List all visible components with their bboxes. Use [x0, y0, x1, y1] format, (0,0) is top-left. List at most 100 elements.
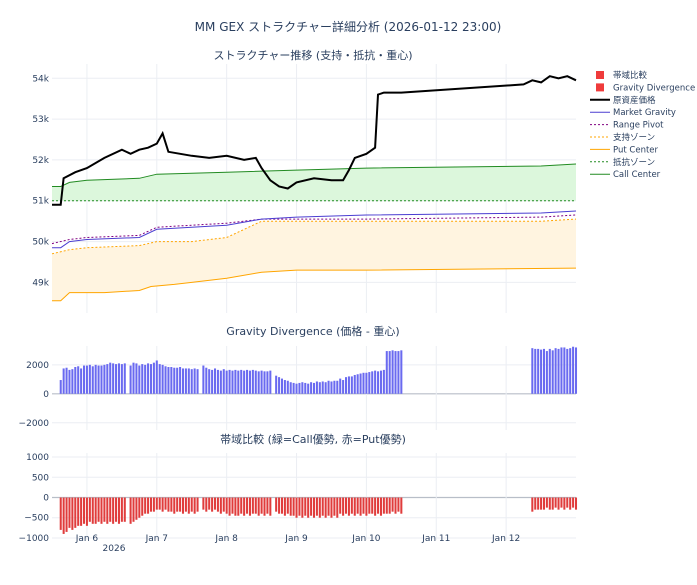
band-bar [88, 497, 91, 522]
band-bar [59, 497, 62, 530]
band-bar [560, 497, 563, 508]
divergence-bar [350, 376, 353, 394]
divergence-bar [80, 368, 83, 394]
y-tick-label: 2000 [26, 361, 49, 371]
legend-swatch [596, 83, 604, 92]
divergence-bar [141, 364, 144, 394]
structure-y-ticks: 49k 50k 51k 52k 53k 54k [32, 74, 49, 288]
x-tick-label: Jan 9 [284, 534, 308, 544]
band-bar [353, 497, 356, 516]
band-bar [400, 497, 403, 514]
legend[interactable]: 帯域比較 Gravity Divergence 原資産価格 Market Gravit… [590, 70, 695, 180]
divergence-bar [365, 372, 368, 394]
divergence-bar [167, 367, 170, 394]
resistance-zone-fill [52, 164, 576, 201]
band-bar [231, 497, 234, 514]
divergence-bar [71, 369, 74, 394]
band-bar [365, 497, 368, 516]
divergence-bar [283, 380, 286, 394]
band-bar [91, 497, 94, 524]
support-zone-fill [52, 219, 576, 301]
band-bar [74, 497, 77, 528]
legend-item[interactable]: Range Pivot [590, 121, 664, 131]
divergence-bar [342, 380, 345, 394]
legend-item[interactable]: Call Center [590, 170, 661, 180]
divergence-bar [214, 368, 217, 394]
divergence-bar [566, 348, 569, 394]
divergence-bar [208, 369, 211, 394]
divergence-bar [307, 383, 310, 394]
divergence-bar [179, 367, 182, 394]
divergence-bar [219, 370, 222, 394]
divergence-bar [222, 369, 225, 394]
divergence-bar [394, 351, 397, 394]
divergence-bar [292, 382, 295, 394]
legend-item[interactable]: Put Center [590, 145, 659, 155]
divergence-bar [187, 368, 190, 394]
band-bar [566, 497, 569, 508]
legend-item[interactable]: Market Gravity [590, 108, 676, 118]
band-bar [324, 497, 327, 518]
divergence-bar [269, 370, 272, 394]
band-bar [141, 497, 144, 516]
y-tick-label: −2000 [19, 419, 50, 429]
band-bar [219, 497, 222, 514]
legend-item[interactable]: 支持ゾーン [590, 132, 655, 143]
y-tick-label: 0 [43, 390, 49, 400]
divergence-bar [85, 365, 88, 394]
divergence-bar [117, 363, 120, 394]
divergence-bar [161, 364, 164, 394]
band-bar [216, 497, 219, 512]
band-bar [237, 497, 240, 516]
divergence-bar [548, 348, 551, 394]
x-year-label: 2026 [103, 544, 126, 554]
divergence-panel-title: Gravity Divergence (価格 - 重心) [226, 324, 399, 338]
x-tick-label: Jan 7 [145, 534, 168, 544]
legend-item[interactable]: 帯域比較 [596, 70, 648, 81]
legend-item[interactable]: 原資産価格 [590, 95, 656, 106]
band-bar [280, 497, 283, 514]
legend-label: 支持ゾーン [613, 132, 655, 143]
divergence-bar [298, 382, 301, 394]
band-bar [298, 497, 301, 516]
divergence-y-ticks: −2000 0 2000 [19, 361, 50, 429]
band-bar [548, 497, 551, 510]
divergence-bar [257, 371, 260, 394]
structure-series [51, 75, 577, 302]
divergence-bar [196, 369, 199, 394]
divergence-bar [286, 380, 289, 394]
divergence-bar [251, 369, 254, 394]
divergence-bar [382, 369, 385, 394]
figure-title: MM GEX ストラクチャー詳細分析 (2026-01-12 23:00) [195, 19, 502, 34]
band-bar [263, 497, 266, 516]
band-bar [254, 497, 257, 514]
divergence-bar [327, 380, 330, 394]
legend-item[interactable]: Gravity Divergence [596, 83, 695, 93]
divergence-bar [295, 383, 298, 394]
band-bar [176, 497, 179, 512]
band-bar [240, 497, 243, 514]
structure-panel: ストラクチャー推移 (支持・抵抗・重心) 49k 50k 51k 52k 53k 54k [32, 48, 577, 313]
series-line-Put Center [52, 267, 577, 302]
x-tick-label: Jan 10 [351, 534, 380, 544]
band-bar [109, 497, 112, 522]
y-tick-label: 50k [32, 238, 49, 248]
band-bar [65, 497, 68, 532]
divergence-bar [379, 370, 382, 394]
band-bar [540, 497, 543, 510]
divergence-bar [318, 382, 321, 394]
divergence-bar [315, 381, 318, 394]
divergence-bar [557, 348, 560, 394]
divergence-bar [91, 366, 94, 394]
band-bar [187, 497, 190, 514]
divergence-bar [339, 378, 342, 394]
band-bar [103, 497, 106, 522]
divergence-bar [97, 365, 100, 394]
band-bar [388, 497, 391, 514]
legend-item[interactable]: 抵抗ゾーン [590, 157, 655, 168]
divergence-bar [155, 360, 158, 394]
x-tick-label: Jan 12 [491, 534, 520, 544]
divergence-bar [205, 367, 208, 394]
band-bar [397, 497, 400, 512]
band-bar [152, 497, 155, 512]
